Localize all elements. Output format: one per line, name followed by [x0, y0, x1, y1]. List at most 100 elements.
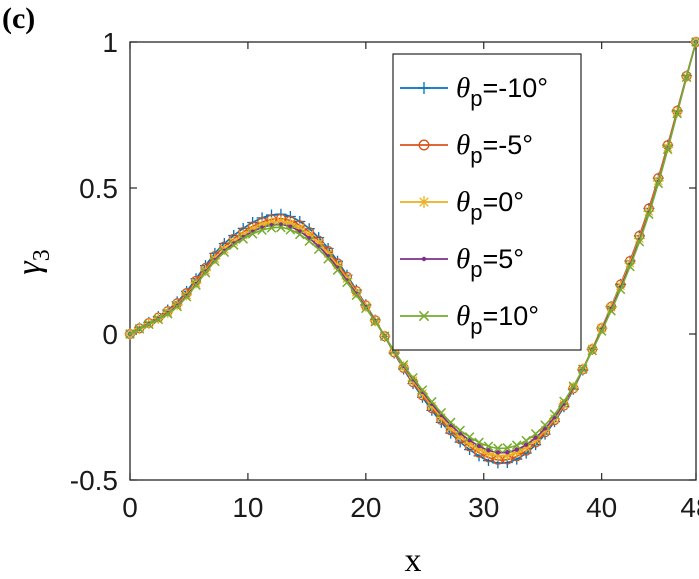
series-group	[124, 36, 699, 469]
data-point	[228, 240, 239, 250]
cross-marker-shape	[210, 256, 220, 267]
data-point	[615, 284, 626, 295]
cross-marker-shape	[172, 301, 182, 312]
data-point	[266, 223, 277, 233]
y-tick-label: 1	[102, 27, 118, 58]
cross-marker-shape	[634, 236, 645, 247]
data-point	[454, 430, 466, 442]
legend-theta: θ	[456, 129, 470, 161]
cross-marker-shape	[417, 385, 428, 395]
series-4	[125, 37, 699, 454]
cross-marker-shape	[191, 280, 201, 290]
cross-marker-shape	[408, 372, 418, 383]
cross-marker-shape	[644, 209, 654, 220]
data-point	[514, 447, 519, 452]
asterisk-marker-shape	[303, 229, 315, 241]
legend-subscript: p	[470, 86, 482, 111]
data-point	[662, 144, 673, 155]
data-point	[474, 437, 484, 448]
asterisk-marker-shape	[294, 222, 306, 234]
cross-marker-shape	[530, 428, 541, 439]
data-point	[162, 308, 173, 319]
cross-marker-shape	[361, 303, 371, 314]
legend-subscript: p	[470, 143, 482, 168]
cross-marker-shape	[521, 435, 532, 446]
dot-marker-shape	[476, 443, 482, 449]
data-point	[125, 329, 135, 339]
asterisk-marker-shape	[445, 422, 457, 434]
data-point	[587, 345, 598, 356]
data-point	[219, 247, 230, 258]
data-point	[153, 314, 164, 325]
data-point	[502, 443, 513, 453]
data-point	[408, 372, 418, 383]
cross-marker-shape	[125, 329, 135, 339]
dot-marker-shape	[421, 256, 427, 262]
data-point	[435, 412, 447, 424]
data-point	[542, 426, 548, 431]
legend-marker	[418, 82, 430, 94]
data-point	[540, 420, 550, 430]
cross-marker-shape	[247, 229, 258, 239]
cross-marker-shape	[342, 277, 352, 288]
cross-marker-shape	[474, 437, 484, 448]
legend-theta: θ	[456, 72, 470, 104]
cross-marker-shape	[540, 420, 550, 430]
y-axis-title-symbol: γ	[11, 260, 48, 275]
data-point	[313, 237, 325, 249]
data-point	[501, 449, 513, 461]
y-axis-title: γ3	[11, 249, 55, 274]
cross-marker-shape	[464, 432, 475, 442]
data-point	[191, 280, 201, 290]
data-point	[275, 216, 287, 228]
data-point	[596, 326, 607, 336]
asterisk-marker-shape	[530, 434, 542, 446]
asterisk-marker-shape	[482, 447, 494, 459]
x-tick-label: 10	[232, 492, 263, 523]
data-point	[533, 435, 538, 440]
data-point	[492, 450, 504, 462]
cross-marker-shape	[568, 381, 579, 392]
data-point	[672, 108, 682, 119]
data-point	[303, 229, 315, 241]
data-point	[323, 254, 333, 264]
legend-label: θp=5°	[456, 243, 524, 282]
asterisk-marker-shape	[418, 196, 430, 208]
data-point	[379, 331, 390, 341]
data-point	[351, 290, 362, 301]
data-point	[511, 440, 522, 451]
data-point	[473, 443, 485, 455]
cross-marker-shape	[313, 244, 324, 255]
legend-value: =5°	[483, 244, 525, 274]
cross-marker-shape	[323, 254, 333, 264]
asterisk-marker-shape	[322, 248, 334, 260]
cross-marker-shape	[511, 440, 522, 451]
cross-marker-shape	[144, 319, 154, 330]
cross-marker-shape	[672, 108, 682, 119]
legend-marker	[418, 196, 430, 208]
legend-item: θp=10°	[400, 300, 539, 339]
cross-marker-shape	[332, 265, 343, 275]
x-tick-label: 40	[586, 492, 617, 523]
cross-marker-shape	[162, 308, 173, 319]
y-axis-title-group: γ3	[11, 249, 55, 274]
data-point	[511, 446, 523, 458]
data-point	[521, 435, 532, 446]
data-point	[653, 178, 664, 189]
cross-marker-shape	[549, 409, 560, 420]
legend-value: =10°	[483, 301, 540, 331]
x-axis: 0 10 20 30 40 48	[122, 42, 699, 523]
data-point	[524, 442, 529, 447]
legend-subscript: p	[470, 314, 482, 339]
data-point	[266, 216, 277, 228]
cross-marker-shape	[134, 324, 145, 334]
legend-theta: θ	[456, 300, 470, 332]
cross-marker-shape	[559, 396, 569, 407]
dot-marker-shape	[505, 450, 510, 455]
dot-marker-shape	[514, 447, 519, 452]
data-point	[313, 244, 324, 255]
legend-item: θp=-10°	[400, 72, 548, 111]
data-point	[200, 267, 211, 278]
cross-marker-shape	[615, 284, 626, 295]
data-point	[476, 443, 482, 449]
